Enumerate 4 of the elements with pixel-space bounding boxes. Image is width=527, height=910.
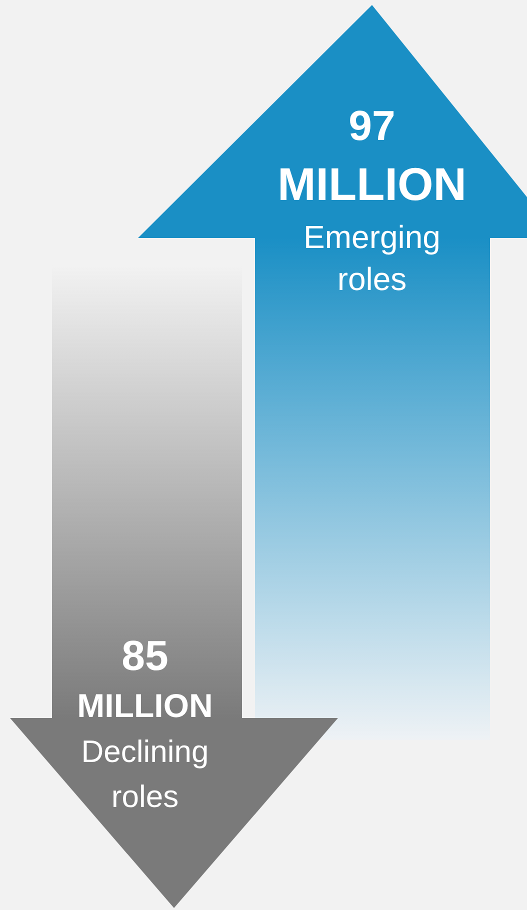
category-label: Emerging roles xyxy=(304,219,440,297)
data-label: 97 MILLION xyxy=(277,102,467,210)
data-label: 85 MILLION xyxy=(77,632,213,724)
category-label: Declining roles xyxy=(81,734,209,814)
